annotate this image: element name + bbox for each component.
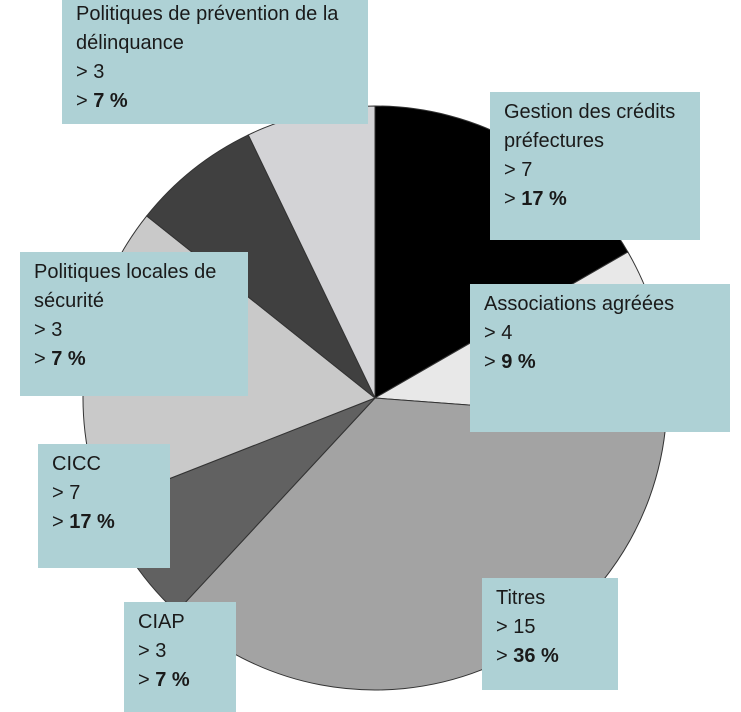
- label-box: Gestion des crédits préfectures > 7 > 17 %: [490, 92, 700, 240]
- category-label: Politiques de prévention de la délinquan…: [76, 3, 339, 54]
- marker: >: [496, 645, 508, 667]
- percent-line: > 7 %: [34, 345, 234, 374]
- label-box: Associations agréées > 4 > 9 %: [470, 284, 730, 432]
- percent-line: > 7 %: [76, 87, 354, 116]
- percent-label: 7 %: [51, 348, 86, 370]
- marker: >: [34, 348, 46, 370]
- percent-line: > 36 %: [496, 642, 604, 671]
- value-label: > 4: [484, 322, 513, 344]
- percent-label: 36 %: [513, 645, 559, 667]
- percent-label: 17 %: [521, 188, 567, 210]
- marker: >: [76, 90, 88, 112]
- category-label: Titres: [496, 587, 546, 609]
- percent-label: 17 %: [69, 511, 115, 533]
- percent-label: 7 %: [155, 669, 190, 691]
- marker: >: [52, 511, 64, 533]
- marker: >: [484, 351, 496, 373]
- category-label: CICC: [52, 453, 101, 475]
- value-label: > 3: [34, 319, 63, 341]
- percent-line: > 17 %: [504, 185, 686, 214]
- label-box: Titres > 15 > 36 %: [482, 578, 618, 690]
- percent-line: > 17 %: [52, 508, 156, 537]
- percent-label: 7 %: [93, 90, 128, 112]
- value-label: > 15: [496, 616, 536, 638]
- value-label: > 7: [52, 482, 81, 504]
- category-label: CIAP: [138, 611, 185, 633]
- label-box: Politiques locales de sécurité > 3 > 7 %: [20, 252, 248, 396]
- label-box: CIAP > 3 > 7 %: [124, 602, 236, 712]
- category-label: Associations agréées: [484, 293, 675, 315]
- category-label: Gestion des crédits préfectures: [504, 101, 676, 152]
- marker: >: [504, 188, 516, 210]
- value-label: > 3: [138, 640, 167, 662]
- marker: >: [138, 669, 150, 691]
- value-label: > 3: [76, 61, 105, 83]
- category-label: Politiques locales de sécurité: [34, 261, 217, 312]
- percent-label: 9 %: [501, 351, 536, 373]
- label-box: CICC > 7 > 17 %: [38, 444, 170, 568]
- percent-line: > 9 %: [484, 348, 716, 377]
- pie-slice: [146, 134, 376, 399]
- label-box: Politiques de prévention de la délinquan…: [62, 0, 368, 124]
- percent-line: > 7 %: [138, 666, 222, 695]
- value-label: > 7: [504, 159, 533, 181]
